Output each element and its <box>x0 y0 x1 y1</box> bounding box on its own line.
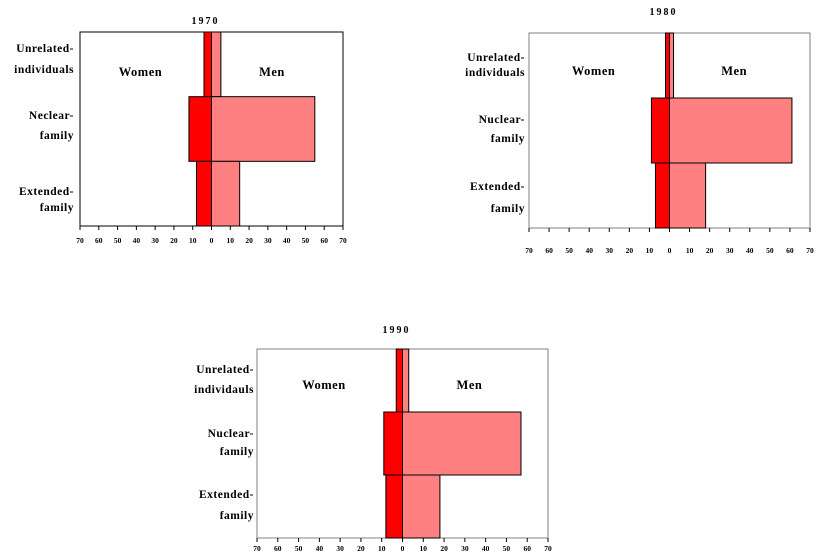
category-label: individuals <box>465 67 525 79</box>
x-tick-label: 20 <box>170 236 178 245</box>
category-label: Unrelated- <box>16 43 74 55</box>
x-tick-label: 50 <box>114 236 122 245</box>
men-bar <box>669 97 793 164</box>
category-label: family <box>40 202 74 214</box>
women-bar <box>395 348 403 413</box>
x-tick-label: 30 <box>264 236 272 245</box>
x-tick-label: 70 <box>806 246 814 255</box>
chart-title: 1990 <box>383 325 411 336</box>
x-tick-label: 50 <box>295 544 303 553</box>
pyramid-chart-1970: 1970 Women Men Unrelated-individuals Neclear… <box>14 16 347 245</box>
x-tick-label: 30 <box>151 236 159 245</box>
x-tick-label: 20 <box>626 246 634 255</box>
men-bar <box>211 160 241 227</box>
x-tick-label: 20 <box>357 544 365 553</box>
x-tick-label: 0 <box>668 246 672 255</box>
x-tick-label: 50 <box>766 246 774 255</box>
x-tick-label: 60 <box>95 236 103 245</box>
chart-title: 1980 <box>650 7 678 18</box>
x-tick-label: 10 <box>646 246 654 255</box>
women-label: Women <box>572 64 615 78</box>
men-bar <box>669 32 675 99</box>
x-tick-label: 60 <box>523 544 531 553</box>
category-label: individauls <box>194 384 254 396</box>
x-tick-label: 0 <box>210 236 214 245</box>
x-tick-label: 30 <box>461 544 469 553</box>
x-tick-label: 10 <box>227 236 235 245</box>
men-label: Men <box>457 378 483 392</box>
men-bar <box>402 348 410 413</box>
x-tick-label: 30 <box>606 246 614 255</box>
men-bar <box>211 96 316 162</box>
x-tick-label: 30 <box>336 544 344 553</box>
women-label: Women <box>302 378 345 392</box>
women-bar <box>654 162 671 229</box>
x-tick-label: 70 <box>253 544 261 553</box>
women-bar <box>650 97 671 164</box>
x-tick-label: 40 <box>585 246 593 255</box>
x-tick-label: 20 <box>706 246 714 255</box>
x-tick-label: 20 <box>245 236 253 245</box>
men-label: Men <box>721 64 747 78</box>
category-label: family <box>220 510 254 522</box>
pyramid-chart-1990: 1990 Women Men Unrelated-individauls Nuclear… <box>194 325 552 553</box>
x-tick-label: 70 <box>544 544 552 553</box>
x-tick-label: 10 <box>189 236 197 245</box>
x-tick-label: 50 <box>503 544 511 553</box>
category-label: Extended- <box>199 489 254 501</box>
category-label: Extended- <box>470 181 525 193</box>
x-tick-label: 40 <box>482 544 490 553</box>
category-label: family <box>491 203 525 215</box>
women-bar <box>195 160 213 227</box>
men-label: Men <box>259 65 285 79</box>
women-bar <box>383 411 403 476</box>
x-tick-label: 60 <box>320 236 328 245</box>
women-bar <box>664 32 671 99</box>
women-bar <box>188 96 212 162</box>
x-tick-label: 50 <box>302 236 310 245</box>
women-label: Women <box>119 65 162 79</box>
men-bar <box>211 31 222 98</box>
x-tick-label: 20 <box>440 544 448 553</box>
chart-title: 1970 <box>192 16 220 27</box>
pyramid-chart-1980: 1980 Women Men Unrelated-individuals Nuclear… <box>465 7 814 255</box>
x-tick-label: 60 <box>545 246 553 255</box>
women-bar <box>385 474 403 539</box>
category-label: Unrelated- <box>196 364 254 376</box>
x-tick-label: 40 <box>746 246 754 255</box>
category-label: family <box>220 446 254 458</box>
x-tick-label: 40 <box>133 236 141 245</box>
x-tick-label: 50 <box>565 246 573 255</box>
category-label: Extended- <box>19 186 74 198</box>
category-label: individuals <box>14 64 74 76</box>
category-label: Nuclear- <box>208 428 254 440</box>
x-tick-label: 60 <box>786 246 794 255</box>
category-label: Neclear- <box>29 110 74 122</box>
category-label: family <box>40 130 74 142</box>
x-tick-label: 40 <box>283 236 291 245</box>
category-label: Nuclear- <box>479 114 525 126</box>
x-tick-label: 60 <box>274 544 282 553</box>
x-tick-label: 10 <box>420 544 428 553</box>
x-tick-label: 70 <box>525 246 533 255</box>
x-tick-label: 30 <box>726 246 734 255</box>
men-bar <box>402 411 522 476</box>
men-bar <box>669 162 707 229</box>
category-label: Unrelated- <box>467 52 525 64</box>
x-tick-label: 10 <box>686 246 694 255</box>
x-tick-label: 70 <box>339 236 347 245</box>
men-bar <box>402 474 441 539</box>
x-tick-label: 70 <box>76 236 84 245</box>
women-bar <box>203 31 213 98</box>
x-tick-label: 10 <box>378 544 386 553</box>
category-label: family <box>491 133 525 145</box>
x-tick-label: 40 <box>316 544 324 553</box>
x-tick-label: 0 <box>401 544 405 553</box>
